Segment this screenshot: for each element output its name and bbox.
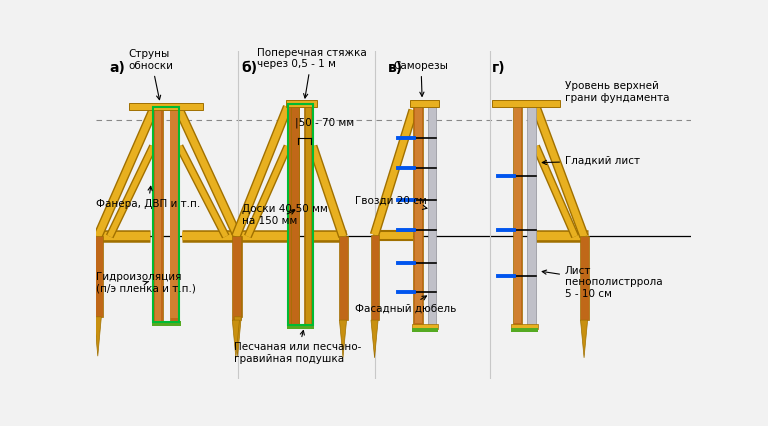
Bar [234,236,243,317]
Text: Струны
обноски: Струны обноски [129,49,174,100]
Bar [153,107,163,322]
Bar [527,104,536,325]
Polygon shape [232,320,240,358]
Text: а): а) [109,61,125,75]
Bar [305,104,312,325]
Bar [580,236,589,320]
Bar [413,104,422,325]
Bar [155,107,161,322]
Bar [492,100,560,107]
Bar [415,105,422,323]
Bar [286,100,317,107]
Bar [511,328,538,331]
Bar [152,321,180,325]
Text: Гладкий лист: Гладкий лист [542,156,640,166]
Bar [170,110,177,319]
Bar [304,104,313,325]
Text: Поперечная стяжка
через 0,5 - 1 м: Поперечная стяжка через 0,5 - 1 м [257,48,366,98]
Polygon shape [234,317,241,356]
Text: Гвозди 20 см: Гвозди 20 см [355,196,427,210]
Polygon shape [581,320,588,358]
Bar [93,236,103,317]
Bar [339,236,348,320]
Bar [129,103,203,110]
Text: в): в) [388,61,402,75]
Bar [371,235,379,320]
Text: Доски 40-50 мм
на 150 мм: Доски 40-50 мм на 150 мм [242,204,328,226]
Text: Саморезы: Саморезы [393,61,449,96]
Bar [513,104,522,325]
Text: Лист
пенополистррола
5 - 10 см: Лист пенополистррола 5 - 10 см [542,266,663,299]
Bar [290,104,299,325]
Polygon shape [371,320,378,358]
Bar [153,107,179,322]
Text: Уровень верхней
грани фундамента: Уровень верхней грани фундамента [565,81,670,103]
Bar [293,104,299,325]
Polygon shape [94,317,101,356]
Text: г): г) [492,61,505,75]
Text: Гидроизоляция
(п/э пленка и т.п.): Гидроизоляция (п/э пленка и т.п.) [96,271,196,293]
Bar [428,104,436,325]
Bar [170,107,179,322]
Bar [232,236,240,320]
Bar [412,324,439,329]
Bar [410,100,439,107]
Text: Фанера, ДВП и т.п.: Фанера, ДВП и т.п. [96,186,200,209]
Polygon shape [339,320,346,358]
Bar [511,324,538,329]
Bar [412,328,439,331]
Bar [288,104,313,325]
Text: б): б) [242,61,258,75]
Text: Фасадный дюбель: Фасадный дюбель [355,296,456,314]
Text: |50 - 70 мм: |50 - 70 мм [296,118,355,128]
Bar [515,105,521,323]
Bar [287,324,314,329]
Bar [288,104,293,325]
Text: Песчаная или песчано-
гравийная подушка: Песчаная или песчано- гравийная подушка [234,331,362,364]
